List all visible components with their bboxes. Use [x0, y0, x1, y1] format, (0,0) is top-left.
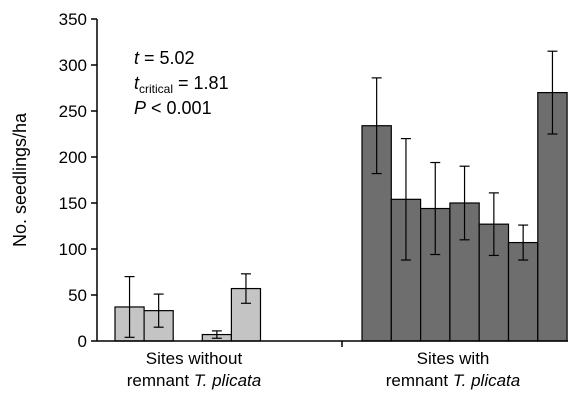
category-label-species: T. plicata — [194, 371, 261, 390]
bars-layer — [114, 91, 568, 342]
t-statistic: t = 5.02 — [134, 48, 195, 68]
y-tick-label: 300 — [59, 56, 87, 75]
y-tick-label: 250 — [59, 102, 87, 121]
y-tick-label: 100 — [59, 240, 87, 259]
y-axis-title: No. seedlings/ha — [10, 112, 30, 247]
t-critical-statistic: tcritical = 1.81 — [134, 73, 229, 96]
t-symbol: t — [134, 48, 140, 68]
category-label-species: T. plicata — [453, 371, 520, 390]
p-value-statistic: P < 0.001 — [134, 98, 212, 118]
y-tick-label: 50 — [68, 286, 87, 305]
category-label-remnant: remnant — [386, 371, 453, 390]
p-value: < 0.001 — [146, 98, 212, 118]
category-label-line-2: remnant T. plicata — [127, 371, 262, 390]
y-tick-label: 0 — [78, 332, 87, 351]
category-label-line-2: remnant T. plicata — [386, 371, 521, 390]
t-critical-subscript: critical — [139, 82, 173, 96]
t-critical-value: = 1.81 — [173, 73, 229, 93]
statistics-annotation: t = 5.02 tcritical = 1.81 P < 0.001 — [134, 48, 229, 118]
x-category-label-group-1: Sites without remnant T. plicata — [127, 349, 262, 390]
error-bars-layer — [124, 50, 558, 339]
category-label-remnant: remnant — [127, 371, 194, 390]
category-label-line-1: Sites without — [146, 349, 243, 368]
p-symbol: P — [134, 98, 146, 118]
x-category-label-group-2: Sites with remnant T. plicata — [386, 349, 521, 390]
t-critical-symbol: t — [134, 73, 140, 93]
t-value: = 5.02 — [139, 48, 195, 68]
y-tick-label: 150 — [59, 194, 87, 213]
y-tick-label: 200 — [59, 148, 87, 167]
y-tick-label: 350 — [59, 10, 87, 29]
axes-layer — [96, 19, 568, 347]
y-ticks-layer: 0 50 100 150 200 250 300 350 — [59, 10, 97, 351]
category-label-line-1: Sites with — [417, 349, 490, 368]
